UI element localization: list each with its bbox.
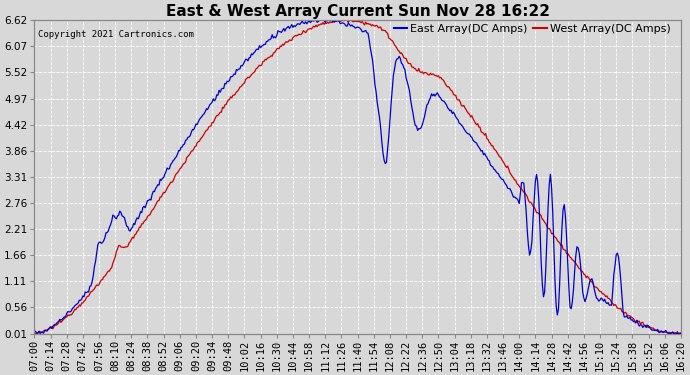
Title: East & West Array Current Sun Nov 28 16:22: East & West Array Current Sun Nov 28 16:… [166,4,550,19]
Legend: East Array(DC Amps), West Array(DC Amps): East Array(DC Amps), West Array(DC Amps) [389,20,676,39]
Text: Copyright 2021 Cartronics.com: Copyright 2021 Cartronics.com [37,30,193,39]
